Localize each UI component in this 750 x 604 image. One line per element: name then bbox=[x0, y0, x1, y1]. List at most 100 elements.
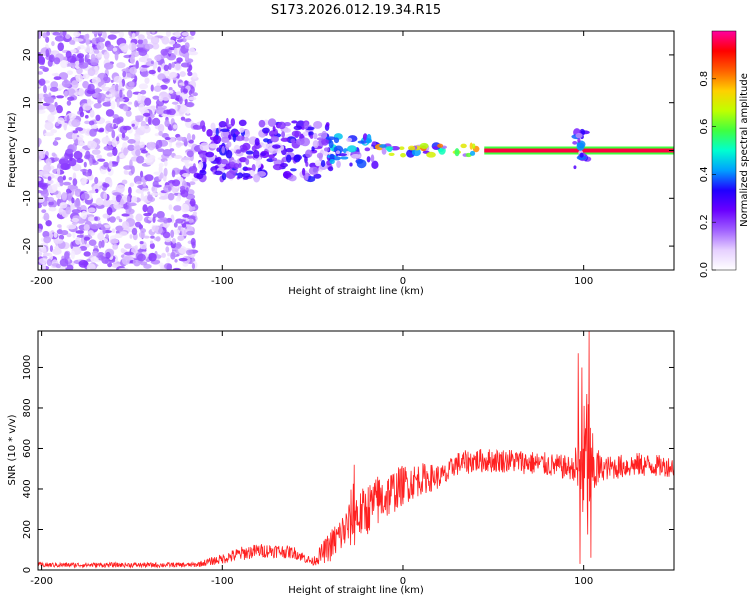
heatmap-cell bbox=[129, 182, 135, 187]
heatmap-cell bbox=[135, 213, 143, 222]
heatmap-cell bbox=[62, 181, 72, 186]
heatmap-cell bbox=[118, 267, 129, 270]
heatmap-cell bbox=[186, 150, 194, 158]
heatmap-cell bbox=[96, 252, 106, 261]
heatmap-cell bbox=[349, 162, 353, 167]
heatmap-cell bbox=[43, 247, 47, 256]
heatmap-cell bbox=[220, 158, 228, 165]
heatmap-cell bbox=[129, 66, 137, 75]
heatmap-cell bbox=[313, 120, 323, 129]
heatmap-cell bbox=[38, 56, 46, 65]
heatmap-cell bbox=[87, 207, 96, 213]
heatmap-cell bbox=[147, 141, 156, 151]
heatmap-cell bbox=[95, 197, 104, 206]
heatmap-cell bbox=[192, 211, 197, 216]
heatmap-cell bbox=[239, 157, 248, 163]
heatmap-cell bbox=[76, 158, 84, 164]
heatmap-cell bbox=[175, 218, 184, 224]
heatmap-cell bbox=[152, 117, 161, 126]
heatmap-cell bbox=[388, 152, 395, 156]
heatmap-cell bbox=[131, 31, 136, 34]
heatmap-cell bbox=[163, 64, 169, 72]
heatmap-cell bbox=[187, 71, 193, 77]
heatmap-cell bbox=[172, 229, 181, 235]
heatmap-cell bbox=[365, 138, 373, 144]
heatmap-cell bbox=[184, 161, 189, 169]
heatmap-cell bbox=[40, 190, 49, 198]
heatmap-cell bbox=[58, 234, 65, 240]
heatmap-cell bbox=[140, 228, 147, 234]
heatmap-cell bbox=[124, 256, 134, 261]
heatmap-cell bbox=[114, 83, 119, 92]
heatmap-cell bbox=[133, 144, 141, 151]
heatmap-cell bbox=[218, 121, 227, 128]
heatmap-cell bbox=[419, 142, 429, 149]
heatmap-cell bbox=[168, 89, 174, 94]
heatmap-cell bbox=[38, 183, 47, 188]
heatmap-cell bbox=[66, 88, 76, 97]
heatmap-cell bbox=[272, 144, 281, 149]
heatmap-cell bbox=[89, 128, 97, 137]
heatmap-cell bbox=[186, 230, 195, 236]
heatmap-cell bbox=[371, 141, 377, 146]
heatmap-cell bbox=[251, 163, 256, 172]
heatmap-cell bbox=[38, 195, 45, 203]
heatmap-cell bbox=[90, 223, 100, 230]
heatmap-cell bbox=[215, 127, 219, 137]
colorbar-tick-label: 0.8 bbox=[699, 71, 710, 87]
y-tick-label: 10 bbox=[22, 96, 33, 109]
heatmap-cell bbox=[121, 132, 126, 139]
heatmap-cell bbox=[45, 48, 50, 58]
colorbar-tick-label: 0.0 bbox=[699, 262, 710, 278]
heatmap-cell bbox=[103, 192, 108, 201]
heatmap-cell bbox=[172, 43, 181, 49]
heatmap-cell bbox=[308, 131, 314, 136]
heatmap-cell bbox=[199, 153, 204, 158]
heatmap-cell bbox=[290, 168, 297, 172]
x-tick-label: 0 bbox=[400, 276, 406, 287]
heatmap-cell bbox=[161, 113, 168, 117]
heatmap-cell bbox=[72, 178, 78, 186]
heatmap-cell bbox=[196, 173, 204, 180]
heatmap-cell bbox=[89, 157, 93, 166]
heatmap-cell bbox=[53, 57, 61, 65]
heatmap-cell bbox=[283, 128, 291, 133]
heatmap-cell bbox=[180, 189, 189, 198]
colorbar-ticks: 0.0 0.2 0.4 0.6 0.8 bbox=[699, 71, 716, 278]
heatmap-cell bbox=[127, 101, 133, 105]
heatmap-cell bbox=[84, 114, 89, 119]
heatmap-cell bbox=[180, 203, 190, 213]
heatmap-cell bbox=[252, 150, 260, 159]
snr-background bbox=[38, 331, 674, 570]
heatmap-cell bbox=[71, 217, 80, 223]
heatmap-cell bbox=[308, 166, 319, 175]
heatmap-cell bbox=[121, 179, 128, 185]
heatmap-cell bbox=[97, 158, 106, 162]
heatmap-cell bbox=[148, 69, 156, 75]
heatmap-cell bbox=[158, 123, 165, 133]
y-tick-label: 0 bbox=[22, 567, 33, 573]
heatmap-cell bbox=[102, 183, 110, 188]
heatmap-cell bbox=[63, 123, 67, 131]
heatmap-cell bbox=[137, 184, 145, 189]
heatmap-cell bbox=[144, 174, 154, 182]
heatmap-cell bbox=[76, 234, 85, 238]
heatmap-cell bbox=[336, 160, 341, 169]
heatmap-cell bbox=[312, 140, 319, 149]
heatmap-cell bbox=[137, 180, 142, 185]
heatmap-cell bbox=[159, 217, 168, 221]
heatmap-cell bbox=[337, 153, 348, 157]
heatmap-cell bbox=[399, 146, 405, 150]
heatmap-cell bbox=[106, 91, 110, 95]
heatmap-cell bbox=[221, 145, 225, 154]
heatmap-cell bbox=[305, 149, 313, 158]
heatmap-cell bbox=[51, 152, 56, 157]
heatmap-cell bbox=[243, 136, 250, 142]
heatmap-cell bbox=[140, 150, 148, 154]
heatmap-cell bbox=[235, 149, 242, 154]
heatmap-cell bbox=[139, 170, 144, 178]
heatmap-cell bbox=[244, 129, 250, 138]
heatmap-cell bbox=[112, 47, 118, 52]
heatmap-cell bbox=[110, 100, 116, 110]
heatmap-cell bbox=[134, 134, 141, 142]
